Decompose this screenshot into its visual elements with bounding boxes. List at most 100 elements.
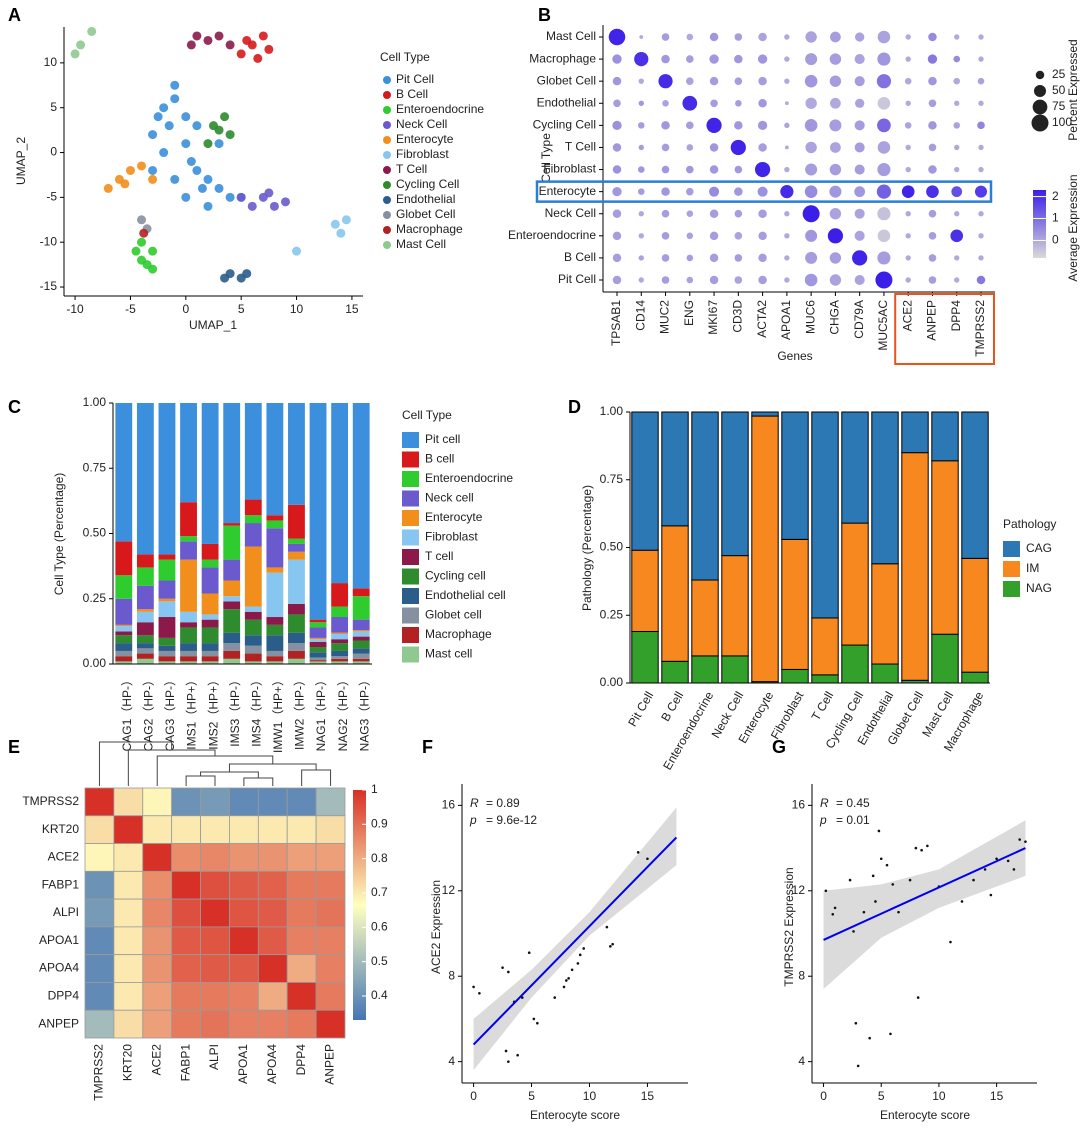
y-tick-label: -5: [46, 190, 57, 204]
heat-cell: [257, 870, 288, 900]
point: [186, 157, 196, 166]
dendrogram: [200, 771, 259, 778]
point: [137, 215, 147, 225]
x-tick-label: 5: [878, 1089, 885, 1103]
bar-segment: [136, 585, 154, 610]
dot: [928, 76, 937, 86]
point: [833, 906, 837, 910]
point: [960, 900, 964, 903]
point: [192, 31, 202, 41]
point: [527, 951, 531, 955]
y-tick-label: Cycling Cell: [533, 118, 596, 132]
legend-label: T Cell: [396, 162, 427, 176]
dot: [854, 230, 865, 241]
heat-cell: [142, 982, 173, 1011]
point: [242, 269, 252, 279]
dot: [905, 277, 911, 283]
dendrogram: [301, 769, 332, 786]
column-label: APOA4: [265, 1044, 279, 1084]
dot: [661, 187, 670, 196]
dot: [977, 121, 985, 130]
bar-segment: [244, 653, 262, 662]
bar-segment: [244, 515, 262, 524]
point: [139, 228, 149, 238]
bar-segment: [115, 575, 133, 599]
x-tick-label: TPSAB1: [609, 300, 623, 346]
dot: [734, 254, 743, 262]
bar-segment: [931, 411, 959, 462]
point: [170, 174, 180, 184]
size-legend-dot: [1032, 99, 1048, 115]
heat-cell: [142, 787, 173, 817]
point: [1024, 840, 1027, 843]
legend-swatch: [402, 549, 419, 565]
bar-segment: [266, 520, 284, 529]
bar-segment: [661, 660, 689, 684]
bar-segment: [309, 641, 327, 648]
legend-label: T cell: [425, 549, 453, 563]
bar-segment: [115, 624, 133, 627]
color-tick-label: 0.5: [371, 954, 388, 968]
bar-segment: [331, 650, 349, 657]
dot: [978, 144, 984, 151]
heat-cell: [84, 870, 115, 900]
heat-cell: [142, 954, 173, 983]
dot: [734, 209, 743, 218]
legend-label: Enterocyte: [425, 510, 483, 524]
x-tick-label: CD14: [633, 300, 647, 331]
heat-cell: [142, 898, 173, 928]
y-tick-label: Fibroblast: [543, 162, 596, 176]
size-legend-label: 75: [1052, 99, 1066, 113]
legend-label: B cell: [425, 452, 454, 466]
point: [582, 947, 585, 950]
x-tick-label: TMPRSS2: [973, 300, 987, 357]
point: [87, 26, 97, 36]
bar-segment: [266, 567, 284, 573]
bar-segment: [288, 543, 305, 552]
heat-cell: [142, 815, 173, 844]
dot: [734, 276, 743, 284]
point: [125, 165, 135, 175]
legend-swatch: [383, 76, 391, 84]
dot: [877, 141, 891, 154]
point: [197, 183, 207, 193]
legend-swatch: [402, 529, 419, 546]
heat-cell: [286, 982, 317, 1011]
point: [532, 1017, 536, 1021]
y-tick-label: -10: [40, 234, 58, 248]
legend-swatch: [383, 136, 391, 144]
dot: [758, 275, 767, 285]
heat-cell: [113, 815, 144, 844]
color-tick-label: 0: [1052, 233, 1059, 247]
bar-segment: [201, 656, 219, 662]
bar-segment: [288, 650, 305, 659]
bar-segment: [631, 549, 659, 633]
dot: [876, 184, 892, 199]
x-tick-label: MUC5AC: [876, 300, 890, 351]
point: [565, 979, 568, 982]
point: [120, 179, 130, 189]
panel-label: E: [8, 737, 20, 757]
y-tick-label: 1.00: [600, 404, 624, 418]
legend-swatch: [383, 196, 391, 204]
bar-segment: [721, 555, 749, 657]
heat-cell: [171, 843, 201, 872]
bar-segment: [331, 583, 349, 607]
dot: [758, 231, 767, 241]
dot: [977, 77, 985, 85]
bar-segment: [201, 567, 219, 594]
row-label: ALPI: [53, 905, 79, 919]
bar-segment: [158, 601, 176, 618]
y-axis-title: TMPRSS2 Expression: [782, 867, 796, 986]
heat-cell: [200, 870, 230, 900]
legend-label: Endothelial: [396, 192, 455, 206]
bar-segment: [115, 631, 133, 636]
point: [1006, 859, 1010, 863]
y-tick-label: 8: [448, 968, 455, 982]
dot: [661, 33, 670, 41]
panel-label: G: [772, 737, 786, 757]
bar-segment: [331, 643, 349, 651]
point: [330, 219, 340, 229]
dot: [829, 53, 842, 65]
dot: [978, 166, 984, 173]
